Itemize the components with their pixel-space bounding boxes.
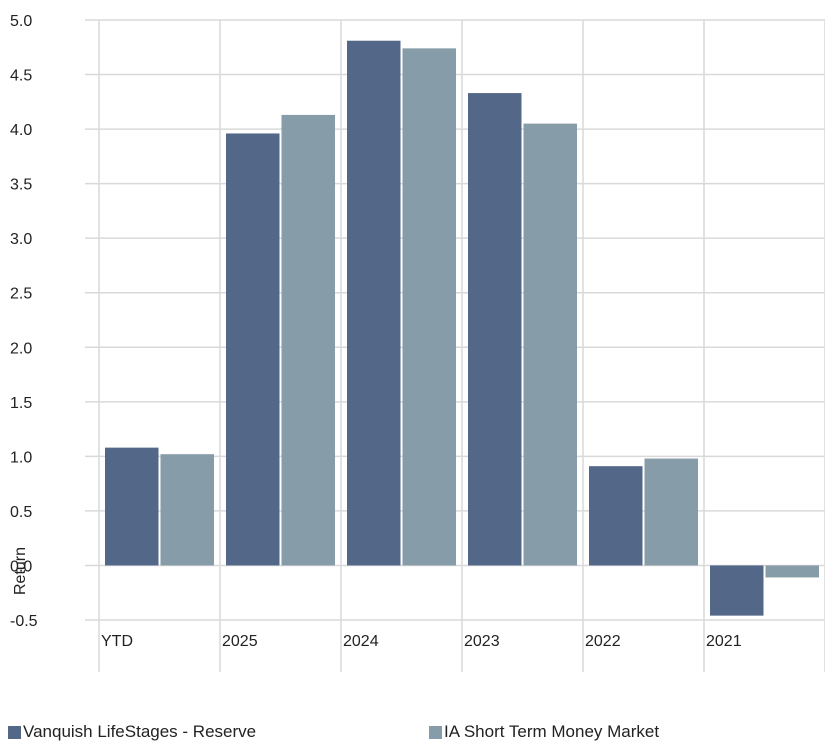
bar-series-1-YTD	[105, 447, 159, 566]
bar-series-1-2023	[468, 93, 522, 566]
x-tick-label: 2023	[464, 633, 500, 650]
bar-chart: 5.0 4.5 4.0 3.5 3.0 2.5 2.0 1.5 1.0 0.5 0.0 -0.5 YT…	[10, 13, 825, 672]
y-tick-label: 1.0	[10, 449, 32, 466]
x-tick-label: 2025	[222, 633, 258, 650]
bars	[105, 40, 819, 616]
x-tick-label: 2021	[706, 633, 742, 650]
bar-series-1-2025	[226, 133, 280, 566]
legend: Vanquish LifeStages - Reserve IA Short T…	[0, 716, 825, 742]
legend-swatch-series-2	[429, 725, 442, 739]
legend-item-series-1: Vanquish LifeStages - Reserve	[8, 722, 256, 742]
x-tick-label: 2024	[343, 633, 379, 650]
y-tick-label: 0.0	[10, 558, 32, 575]
bar-series-2-2021	[765, 565, 819, 578]
bar-series-1-2021	[710, 565, 764, 616]
y-tick-label: 3.0	[10, 231, 32, 248]
legend-item-series-2: IA Short Term Money Market	[429, 722, 659, 742]
y-tick-label: 1.5	[10, 395, 32, 412]
y-tick-label: 3.5	[10, 177, 32, 194]
bar-series-2-YTD	[160, 454, 214, 566]
y-tick-label: 2.0	[10, 340, 32, 357]
bar-series-1-2022	[589, 466, 643, 566]
y-tick-label: 5.0	[10, 13, 32, 30]
bar-series-1-2024	[347, 40, 401, 566]
bar-series-2-2022	[644, 458, 698, 566]
bar-series-2-2025	[281, 114, 335, 566]
y-tick-label: 4.5	[10, 68, 32, 85]
x-tick-label: 2022	[585, 633, 621, 650]
y-axis-title: Return	[12, 547, 29, 595]
legend-label-series-2: IA Short Term Money Market	[444, 722, 660, 741]
y-tick-label: 0.5	[10, 504, 32, 521]
y-tick-label: 4.0	[10, 122, 32, 139]
y-tick-label: 2.5	[10, 286, 32, 303]
bar-series-2-2024	[402, 48, 456, 566]
y-tick-label: -0.5	[10, 613, 38, 630]
legend-swatch-series-1	[8, 725, 21, 739]
bar-series-2-2023	[523, 123, 577, 566]
legend-label-series-1: Vanquish LifeStages - Reserve	[23, 722, 257, 741]
x-tick-label: YTD	[101, 633, 133, 650]
x-axis-ticks: YTD 2025 2024 2023 2022 2021	[101, 633, 742, 650]
y-axis-ticks: 5.0 4.5 4.0 3.5 3.0 2.5 2.0 1.5 1.0 0.5 0.0 -0.5	[10, 13, 38, 630]
